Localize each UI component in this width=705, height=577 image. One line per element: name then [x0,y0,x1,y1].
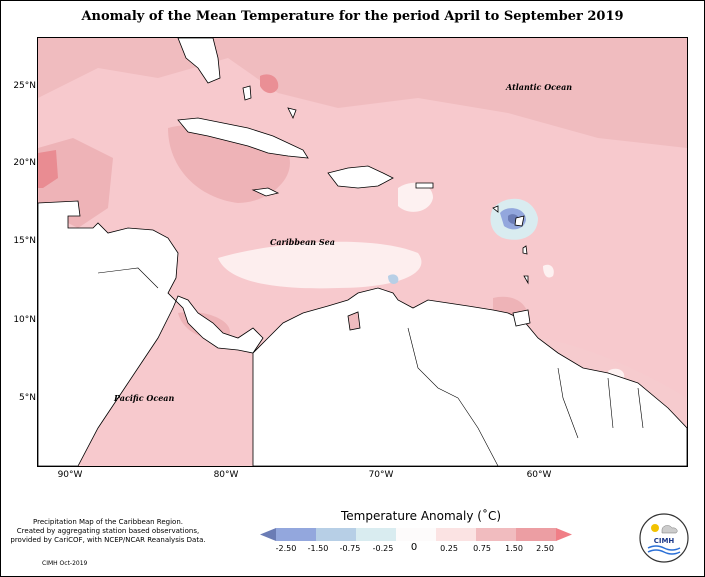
lat-tick-25: 25°N [13,81,36,91]
colorbar-label: -2.50 [275,544,297,553]
atlantic-ocean-label: Atlantic Ocean [505,82,572,92]
credit-line: Created by aggregating station based obs… [16,527,200,535]
wave-icon [647,545,681,551]
lat-tick-5: 5°N [19,393,36,403]
lat-tick-15: 15°N [13,236,36,246]
colorbar-segment [396,528,437,541]
border-4 [607,377,614,429]
wave-icon [647,549,681,555]
central-america-land [38,200,264,466]
pacific-ocean-label: Pacific Ocean [113,393,174,403]
colorbar-title: Temperature Anomaly (˚C) [340,509,502,523]
lon-tick-80: 80°W [213,470,239,480]
bahamas-land [242,85,252,101]
neutral-dot-grenada [543,264,554,278]
border-2 [457,397,499,466]
warm-band-north [38,38,687,148]
lat-tick-10: 10°N [13,315,36,325]
bahamas-land-2 [287,107,297,119]
border-5 [637,387,644,429]
colorbar-right-arrow [556,528,572,541]
border-6 [97,267,159,289]
colorbar-label: 2.50 [536,544,554,553]
colorbar-label: 0.75 [473,544,491,553]
south-america-land [252,287,687,466]
map-title: Anomaly of the Mean Temperature for the … [81,9,624,24]
hot-patch-bahamas [260,74,279,94]
hot-patch-yucatan [38,150,58,188]
neutral-patch-pr [398,182,433,212]
hispaniola-land [327,165,394,189]
credit-text: Precipitation Map of the Caribbean Regio… [8,518,208,545]
colorbar-label: 0 [410,542,418,553]
border-3 [557,367,579,439]
cool-neutral-caribbean [218,241,422,289]
cloud-icon [661,525,678,534]
maracaibo-lake [347,311,361,331]
sun-icon [651,524,659,532]
guadeloupe-land [514,215,525,227]
antigua-land [492,205,499,213]
borders [97,267,644,466]
credit-date: CIMH Oct-2019 [42,560,88,567]
colorbar-left-arrow [260,528,276,541]
cimh-logo: CIMH [639,513,689,563]
florida-land [177,38,221,84]
credit-line: Precipitation Map of the Caribbean Regio… [33,518,183,526]
colorbar-segment [516,528,557,541]
colorbar-segment [316,528,357,541]
st-vincent-land [523,275,529,285]
puerto-rico-land [415,182,434,189]
colorbar-label: 0.25 [440,544,458,553]
martinique-land [522,245,528,255]
map-panel: Atlantic Ocean Caribbean Sea Pacific Oce… [37,37,688,467]
lon-tick-70: 70°W [368,470,394,480]
cool-dot-aruba [388,274,399,284]
lon-tick-90: 90°W [57,470,83,480]
colorbar-segment [356,528,397,541]
anomaly-map: Atlantic Ocean Caribbean Sea Pacific Oce… [38,38,687,466]
land-masses [38,38,687,466]
colorbar-segment [476,528,517,541]
colorbar-label: -0.75 [339,544,361,553]
lat-tick-20: 20°N [13,158,36,168]
border-1 [407,327,459,399]
colorbar-segment [436,528,477,541]
colorbar-segment [276,528,317,541]
trinidad-land [512,309,531,327]
colorbar [260,528,572,541]
lon-tick-60: 60°W [526,470,552,480]
colorbar-segments [276,528,557,541]
colorbar-label: -1.50 [307,544,329,553]
credit-line: provided by CariCOF, with NCEP/NCAR Rean… [10,536,206,544]
caribbean-sea-label: Caribbean Sea [270,237,335,247]
logo-text: CIMH [654,537,675,545]
colorbar-label: 1.50 [505,544,523,553]
cuba-land [177,117,309,159]
colorbar-label: -0.25 [372,544,394,553]
jamaica-land [251,187,280,197]
